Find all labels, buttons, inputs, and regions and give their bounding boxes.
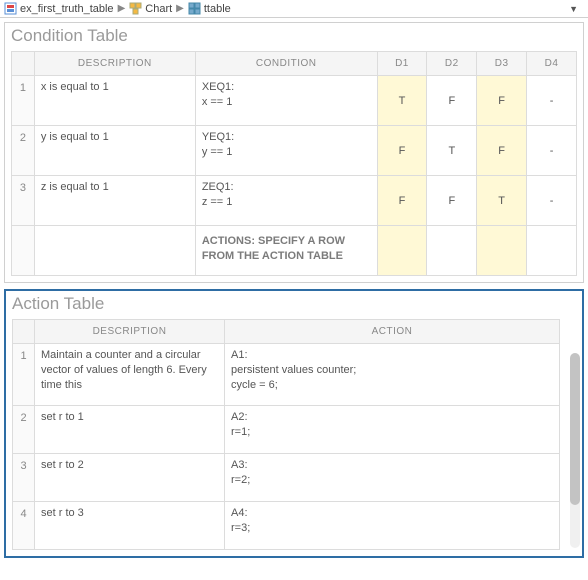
cell-decision[interactable] bbox=[377, 226, 427, 276]
actions-label: ACTIONS: SPECIFY A ROW FROM THE ACTION T… bbox=[195, 226, 377, 276]
breadcrumb-item-ttable[interactable]: ttable bbox=[188, 2, 231, 15]
header-blank bbox=[13, 320, 35, 344]
breadcrumb-item-model[interactable]: ex_first_truth_table bbox=[4, 2, 114, 15]
breadcrumb-item-chart[interactable]: Chart bbox=[129, 2, 172, 15]
header-description: DESCRIPTION bbox=[35, 320, 225, 344]
table-row[interactable]: 4set r to 3A4: r=3; bbox=[13, 502, 560, 550]
model-icon bbox=[4, 2, 17, 15]
condition-table-title: Condition Table bbox=[5, 23, 583, 51]
scrollbar[interactable] bbox=[570, 353, 580, 548]
condition-table-panel: Condition Table DESCRIPTION CONDITION D1… bbox=[4, 22, 584, 283]
action-table: DESCRIPTION ACTION 1Maintain a counter a… bbox=[12, 319, 560, 550]
cell-action[interactable]: A4: r=3; bbox=[225, 502, 560, 550]
cell-decision[interactable]: - bbox=[527, 176, 577, 226]
cell-description[interactable]: y is equal to 1 bbox=[34, 126, 195, 176]
cell-condition[interactable]: XEQ1: x == 1 bbox=[195, 76, 377, 126]
table-row[interactable]: 1Maintain a counter and a circular vecto… bbox=[13, 344, 560, 406]
cell-action[interactable]: A2: r=1; bbox=[225, 406, 560, 454]
header-d1: D1 bbox=[377, 52, 427, 76]
row-number: 3 bbox=[12, 176, 35, 226]
cell-decision[interactable]: T bbox=[377, 76, 427, 126]
header-action: ACTION bbox=[225, 320, 560, 344]
cell-decision[interactable]: T bbox=[427, 126, 477, 176]
chart-icon bbox=[129, 2, 142, 15]
cell-decision[interactable]: F bbox=[377, 126, 427, 176]
table-row[interactable]: 1x is equal to 1XEQ1: x == 1TFF- bbox=[12, 76, 577, 126]
cell-action[interactable]: A1: persistent values counter; cycle = 6… bbox=[225, 344, 560, 406]
cell-decision[interactable]: F bbox=[477, 126, 527, 176]
table-row[interactable]: 2set r to 1A2: r=1; bbox=[13, 406, 560, 454]
breadcrumb-label: Chart bbox=[145, 3, 172, 15]
row-number: 4 bbox=[13, 502, 35, 550]
cell-condition[interactable]: YEQ1: y == 1 bbox=[195, 126, 377, 176]
cell-decision[interactable]: F bbox=[427, 76, 477, 126]
scroll-thumb[interactable] bbox=[570, 353, 580, 505]
ttable-icon bbox=[188, 2, 201, 15]
header-condition: CONDITION bbox=[195, 52, 377, 76]
condition-table: DESCRIPTION CONDITION D1 D2 D3 D4 1x is … bbox=[11, 51, 577, 276]
row-number: 2 bbox=[12, 126, 35, 176]
row-number: 3 bbox=[13, 454, 35, 502]
cell-description[interactable]: Maintain a counter and a circular vector… bbox=[35, 344, 225, 406]
row-number: 2 bbox=[13, 406, 35, 454]
row-number bbox=[12, 226, 35, 276]
cell-decision[interactable]: - bbox=[527, 126, 577, 176]
cell-decision[interactable]: T bbox=[477, 176, 527, 226]
breadcrumb-label: ttable bbox=[204, 3, 231, 15]
breadcrumb: ex_first_truth_table ▶ Chart ▶ ttable ▼ bbox=[0, 0, 588, 18]
header-d2: D2 bbox=[427, 52, 477, 76]
cell-description[interactable]: x is equal to 1 bbox=[34, 76, 195, 126]
cell-description[interactable]: z is equal to 1 bbox=[34, 176, 195, 226]
cell-decision[interactable]: F bbox=[377, 176, 427, 226]
table-row[interactable]: 3set r to 2A3: r=2; bbox=[13, 454, 560, 502]
cell-decision[interactable]: F bbox=[477, 76, 527, 126]
header-description: DESCRIPTION bbox=[34, 52, 195, 76]
cell-decision[interactable] bbox=[477, 226, 527, 276]
breadcrumb-label: ex_first_truth_table bbox=[20, 3, 114, 15]
cell-description[interactable]: set r to 3 bbox=[35, 502, 225, 550]
cell-decision[interactable]: F bbox=[427, 176, 477, 226]
header-d4: D4 bbox=[527, 52, 577, 76]
actions-footer-row: ACTIONS: SPECIFY A ROW FROM THE ACTION T… bbox=[12, 226, 577, 276]
cell-action[interactable]: A3: r=2; bbox=[225, 454, 560, 502]
cell-decision[interactable]: - bbox=[527, 76, 577, 126]
cell-decision[interactable] bbox=[527, 226, 577, 276]
breadcrumb-dropdown-icon[interactable]: ▼ bbox=[569, 4, 584, 14]
row-number: 1 bbox=[13, 344, 35, 406]
row-number: 1 bbox=[12, 76, 35, 126]
cell-condition[interactable]: ZEQ1: z == 1 bbox=[195, 176, 377, 226]
cell-description[interactable]: set r to 2 bbox=[35, 454, 225, 502]
action-table-panel[interactable]: Action Table DESCRIPTION ACTION 1Maintai… bbox=[4, 289, 584, 558]
cell-description[interactable]: set r to 1 bbox=[35, 406, 225, 454]
breadcrumb-separator: ▶ bbox=[176, 3, 184, 14]
header-blank bbox=[12, 52, 35, 76]
cell-decision[interactable] bbox=[427, 226, 477, 276]
table-row[interactable]: 2y is equal to 1YEQ1: y == 1FTF- bbox=[12, 126, 577, 176]
cell-blank bbox=[34, 226, 195, 276]
action-table-title: Action Table bbox=[6, 291, 582, 319]
breadcrumb-separator: ▶ bbox=[118, 3, 126, 14]
header-d3: D3 bbox=[477, 52, 527, 76]
table-row[interactable]: 3z is equal to 1ZEQ1: z == 1FFT- bbox=[12, 176, 577, 226]
